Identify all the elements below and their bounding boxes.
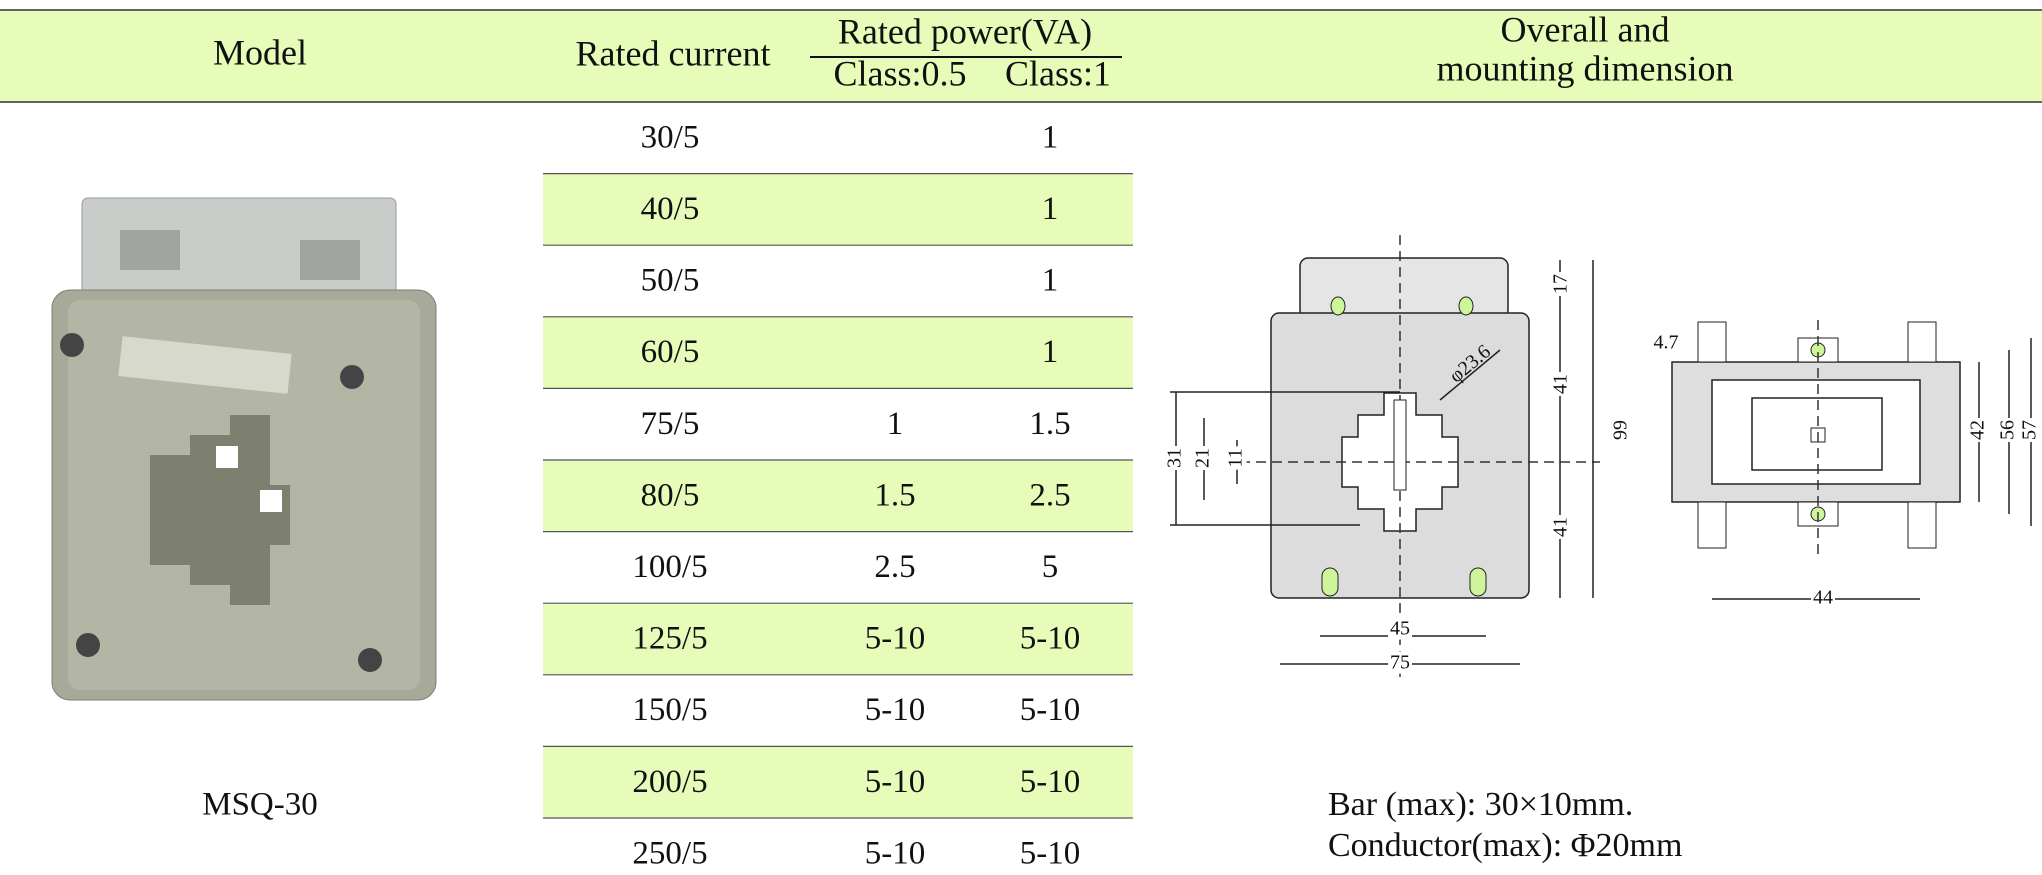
- table-cell: 30/5: [641, 119, 700, 155]
- table-cell: 100/5: [632, 549, 707, 585]
- dimension-label: 56: [1997, 420, 2019, 440]
- header-rated-current: Rated current: [576, 33, 771, 73]
- table-cell: 1: [1042, 191, 1059, 227]
- table-cell: 2.5: [874, 549, 915, 585]
- table-cell: 1.5: [874, 477, 915, 513]
- dimension-label: 99: [1610, 420, 1632, 440]
- dimension-label: 42: [1967, 420, 1989, 440]
- table-cell: 200/5: [632, 764, 707, 800]
- table-cell: 1: [1042, 263, 1059, 299]
- table-cell: 1.5: [1029, 406, 1070, 442]
- table-cell: 5-10: [865, 621, 926, 657]
- dimension-label: 11: [1225, 448, 1247, 467]
- table-cell: 150/5: [632, 692, 707, 728]
- table-cell: 80/5: [641, 477, 700, 513]
- table-cell: 5-10: [865, 692, 926, 728]
- product-image: [52, 198, 436, 700]
- table-cell: 50/5: [641, 263, 700, 299]
- table-cell: 1: [1042, 334, 1059, 370]
- page: {"header": {"model": "Model", "rated_cur…: [0, 0, 2042, 870]
- table-cell: 2.5: [1029, 477, 1070, 513]
- side-view: [1672, 320, 2031, 599]
- header-class-05: Class:0.5: [833, 53, 966, 93]
- header-model: Model: [213, 32, 307, 72]
- dimension-label: 31: [1164, 448, 1186, 468]
- table-cell: 125/5: [632, 621, 707, 657]
- table-cell: 1: [1042, 119, 1059, 155]
- table-cell: 5-10: [1020, 835, 1081, 870]
- table-cell: 1: [887, 406, 904, 442]
- table-cell: 5-10: [1020, 621, 1081, 657]
- note: Bar (max): 30×10mm.: [1328, 786, 1633, 823]
- table-cell: 60/5: [641, 334, 700, 370]
- note: Conductor(max): Φ20mm: [1328, 827, 1682, 864]
- table-cell: 5-10: [1020, 764, 1081, 800]
- dimension-label: 21: [1192, 448, 1214, 468]
- dimension-label: 75: [1390, 652, 1410, 674]
- table-cell: 40/5: [641, 191, 700, 227]
- dimension-label: 44: [1813, 587, 1833, 609]
- header-dimension: Overall and: [1501, 9, 1670, 49]
- dimension-label: 4.7: [1654, 332, 1679, 354]
- table-cell: 5-10: [865, 764, 926, 800]
- dimension-label: 57: [2019, 420, 2041, 440]
- table-cell: 5: [1042, 549, 1059, 585]
- table-cell: 5-10: [865, 835, 926, 870]
- header-class-1: Class:1: [1005, 53, 1111, 93]
- table-cell: 5-10: [1020, 692, 1081, 728]
- header-rated-power: Rated power(VA): [838, 11, 1092, 51]
- table-cell: 250/5: [632, 835, 707, 870]
- dimension-label: 45: [1390, 618, 1410, 640]
- dimension-label: 41: [1550, 374, 1572, 394]
- spec-sheet: Model Rated current Rated power(VA) Clas…: [0, 0, 2042, 870]
- model-name: MSQ-30: [202, 787, 318, 823]
- table-cell: 75/5: [641, 406, 700, 442]
- header-dimension: mounting dimension: [1437, 48, 1734, 88]
- dimension-label: 41: [1550, 517, 1572, 537]
- dimension-label: 17: [1550, 274, 1572, 294]
